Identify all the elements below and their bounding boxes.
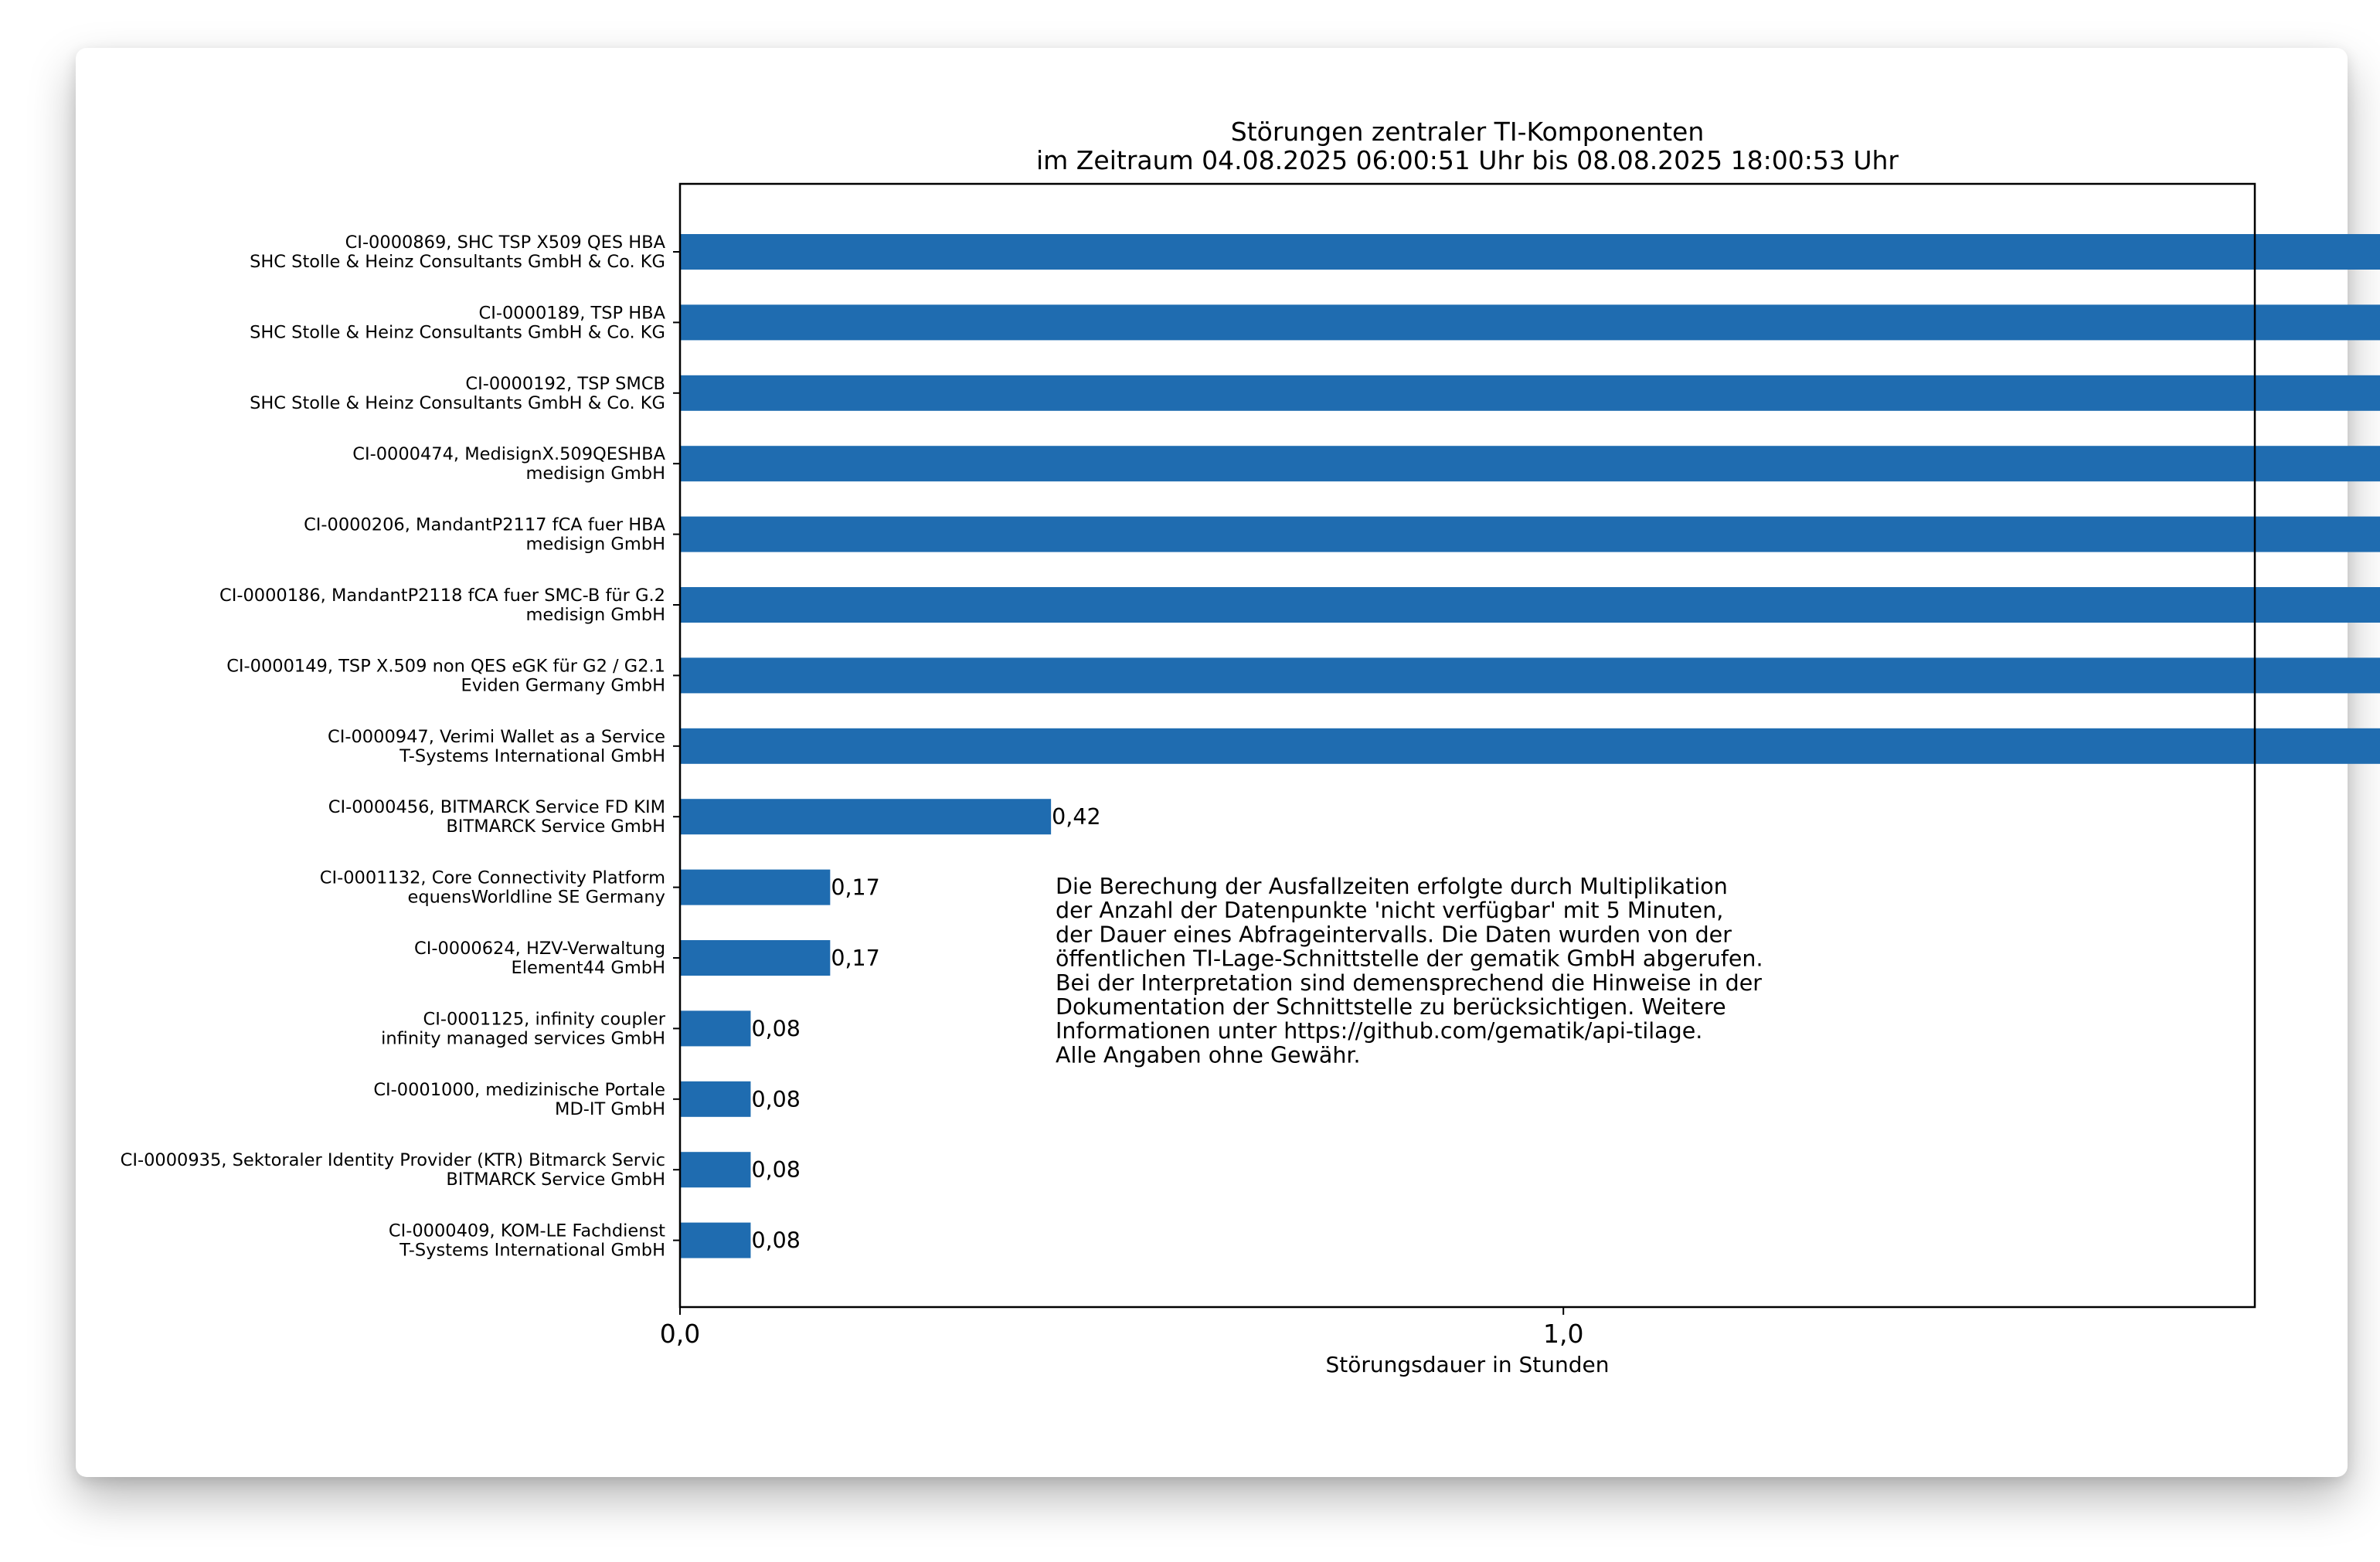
category-label: Eviden Germany GmbH xyxy=(461,675,665,695)
category-label: CI-0000935, Sektoraler Identity Provider… xyxy=(121,1150,665,1170)
value-label: 0,08 xyxy=(751,1228,800,1254)
annotation-line: Die Berechung der Ausfallzeiten erfolgte… xyxy=(1056,874,1728,899)
category-label: medisign GmbH xyxy=(525,464,665,484)
x-axis: 0,01,02,03,04,05,06,07,0 xyxy=(660,1307,1583,1349)
category-label: BITMARCK Service GmbH xyxy=(446,1170,665,1190)
category-label: MD-IT GmbH xyxy=(555,1099,665,1119)
bar xyxy=(680,1081,751,1117)
bar xyxy=(680,799,1052,835)
bar xyxy=(680,234,2380,270)
x-tick-label: 0,0 xyxy=(660,1319,700,1349)
annotation-line: Bei der Interpretation sind demenspreche… xyxy=(1056,970,1762,996)
category-label: CI-0001132, Core Connectivity Platform xyxy=(320,868,665,888)
category-label: SHC Stolle & Heinz Consultants GmbH & Co… xyxy=(250,322,665,342)
category-label: CI-0000149, TSP X.509 non QES eGK für G2… xyxy=(226,656,665,676)
category-label: SHC Stolle & Heinz Consultants GmbH & Co… xyxy=(250,252,665,272)
bar xyxy=(680,1152,751,1188)
category-label: CI-0000186, MandantP2118 fCA fuer SMC-B … xyxy=(219,586,665,606)
category-label: CI-0000456, BITMARCK Service FD KIM xyxy=(328,797,665,817)
bars xyxy=(680,234,2380,1258)
category-label: infinity managed services GmbH xyxy=(381,1028,665,1048)
value-label: 0,42 xyxy=(1052,804,1100,830)
value-label: 0,17 xyxy=(831,946,879,971)
category-label: CI-0000206, MandantP2117 fCA fuer HBA xyxy=(304,515,666,535)
value-labels: 7,427,336,834,754,754,753,502,000,420,17… xyxy=(751,804,1100,1254)
bar xyxy=(680,1222,751,1258)
annotation-line: öffentlichen TI-Lage-Schnittstelle der g… xyxy=(1056,946,1763,972)
bar xyxy=(680,587,2380,623)
category-label: equensWorldline SE Germany xyxy=(407,888,665,908)
category-label: SHC Stolle & Heinz Consultants GmbH & Co… xyxy=(250,393,665,413)
category-label: CI-0000409, KOM-LE Fachdienst xyxy=(389,1221,665,1241)
bar xyxy=(680,304,2380,341)
category-label: T-Systems International GmbH xyxy=(399,746,665,766)
value-label: 0,08 xyxy=(751,1157,800,1183)
annotation-line: Informationen unter https://github.com/g… xyxy=(1056,1018,1702,1044)
category-label: CI-0000624, HZV-Verwaltung xyxy=(414,939,665,959)
category-label: BITMARCK Service GmbH xyxy=(446,817,665,837)
x-axis-label: Störungsdauer in Stunden xyxy=(1326,1352,1610,1377)
category-label: medisign GmbH xyxy=(525,605,665,625)
x-tick-label: 1,0 xyxy=(1543,1319,1583,1349)
bar xyxy=(680,940,831,976)
category-label: CI-0001000, medizinische Portale xyxy=(373,1080,665,1100)
value-label: 0,08 xyxy=(751,1087,800,1112)
annotation-line: Alle Angaben ohne Gewähr. xyxy=(1056,1042,1361,1068)
value-label: 0,08 xyxy=(751,1016,800,1041)
plot-frame xyxy=(678,182,2256,1309)
annotation-line: Dokumentation der Schnittstelle zu berüc… xyxy=(1056,994,1726,1020)
annotation-line: der Anzahl der Datenpunkte 'nicht verfüg… xyxy=(1056,898,1723,923)
bar xyxy=(680,446,2380,482)
bar xyxy=(680,375,2380,411)
category-label: CI-0000947, Verimi Wallet as a Service xyxy=(328,727,665,747)
category-label: CI-0000869, SHC TSP X509 QES HBA xyxy=(345,233,666,253)
category-label: CI-0001125, infinity coupler xyxy=(423,1009,666,1029)
category-label: CI-0000189, TSP HBA xyxy=(479,303,666,323)
annotation-line: der Dauer eines Abfrageintervalls. Die D… xyxy=(1056,922,1732,947)
category-label: CI-0000192, TSP SMCB xyxy=(465,374,665,394)
category-label: medisign GmbH xyxy=(525,535,665,555)
bar xyxy=(680,869,831,905)
chart-title-line: Störungen zentraler TI-Komponenten xyxy=(1231,117,1704,147)
annotation-note: Die Berechung der Ausfallzeiten erfolgte… xyxy=(1056,874,1763,1068)
value-label: 0,17 xyxy=(831,875,879,901)
bar xyxy=(680,1010,751,1047)
bar xyxy=(680,516,2380,552)
category-label: Element44 GmbH xyxy=(512,958,666,978)
category-label: T-Systems International GmbH xyxy=(399,1241,665,1261)
bar xyxy=(680,728,2380,764)
bar xyxy=(680,657,2380,694)
category-label: CI-0000474, MedisignX.509QESHBA xyxy=(352,444,665,464)
chart-title-line: im Zeitraum 04.08.2025 06:00:51 Uhr bis … xyxy=(1036,145,1899,175)
